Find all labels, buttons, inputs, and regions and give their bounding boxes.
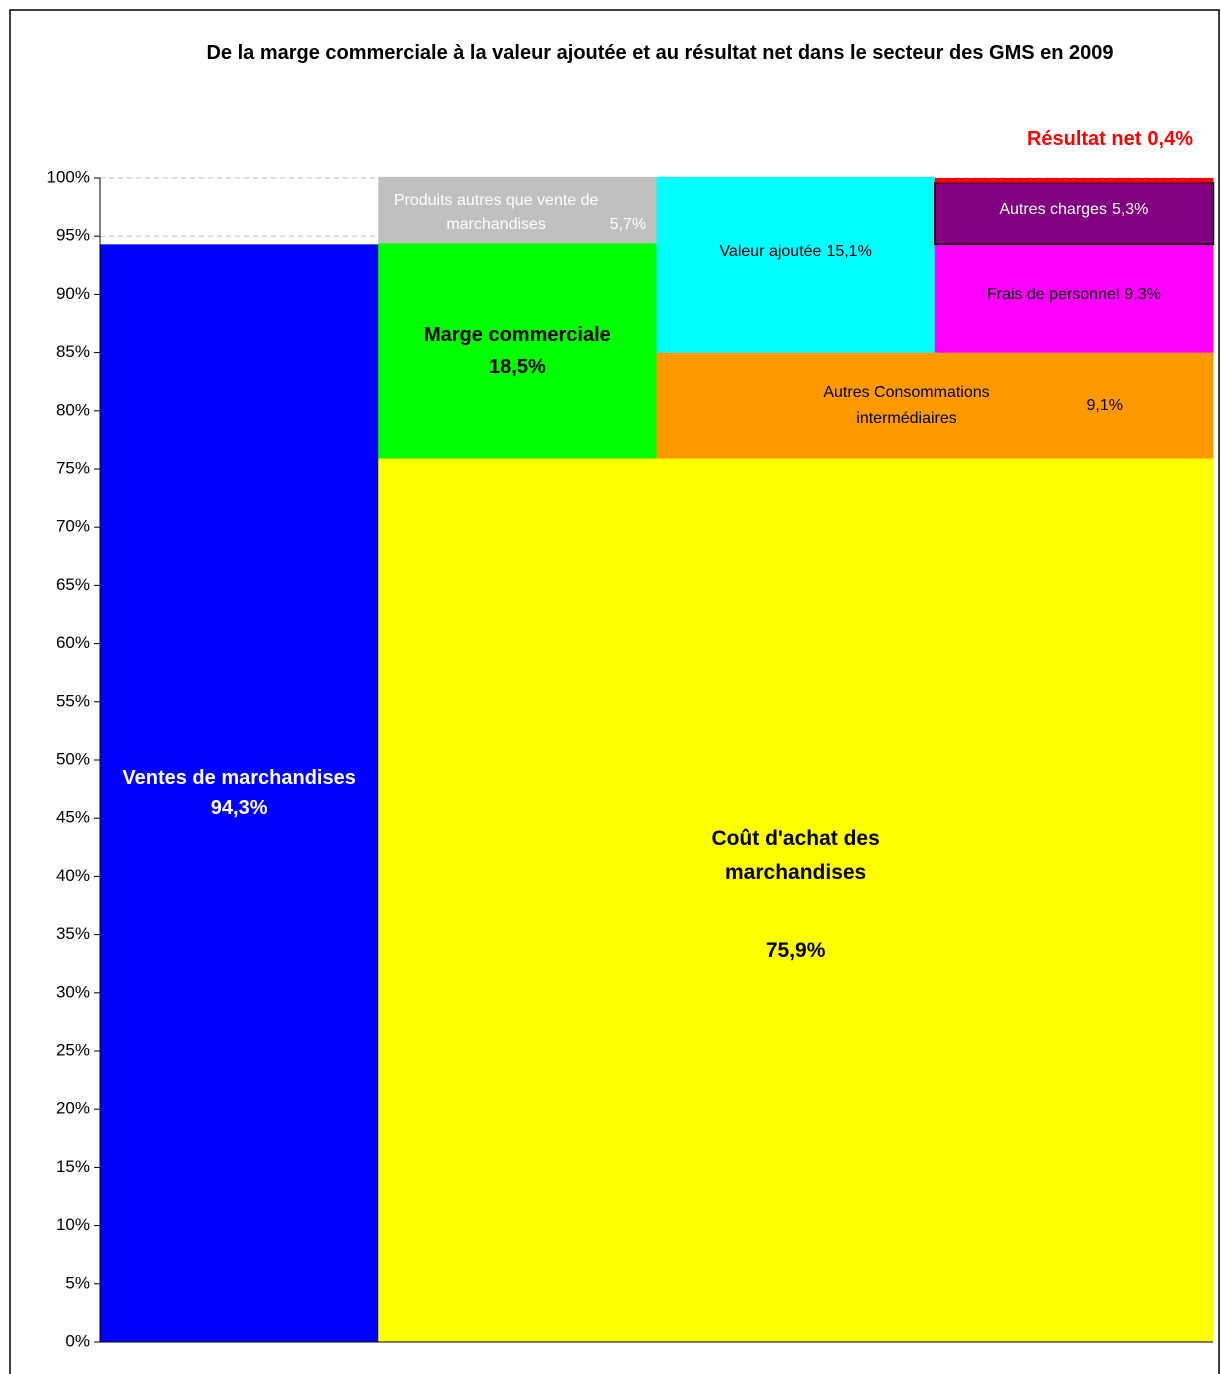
y-tick-label: 85% bbox=[56, 342, 90, 361]
bar-segment bbox=[656, 352, 936, 459]
y-tick-label: 0% bbox=[65, 1331, 90, 1350]
segment-value-label: 5,7% bbox=[609, 216, 647, 234]
y-tick-label: 55% bbox=[56, 691, 90, 710]
segment-label: Frais de personnel 9,3% bbox=[935, 244, 1213, 352]
y-tick-label: 50% bbox=[56, 749, 90, 768]
bar-segment bbox=[656, 458, 936, 1342]
bar-segment bbox=[934, 352, 1214, 459]
y-tick-label: 80% bbox=[56, 400, 90, 419]
bar-segment bbox=[934, 458, 1214, 1342]
segment-value-label: 94,3% bbox=[210, 797, 268, 820]
segment-label: Produits autres que vente de marchandise… bbox=[378, 177, 656, 243]
y-tick-label: 40% bbox=[56, 866, 90, 885]
y-tick-label: 30% bbox=[56, 982, 90, 1001]
bar-segment bbox=[100, 244, 379, 1342]
y-tick-label: 75% bbox=[56, 458, 90, 477]
segment-value-label: 9,3% bbox=[1124, 286, 1161, 304]
y-tick-label: 90% bbox=[56, 284, 90, 303]
y-tick-label: 25% bbox=[56, 1040, 90, 1059]
segment-name: Autres Consommations intermédiaires bbox=[823, 383, 990, 427]
bar-segment bbox=[934, 244, 1214, 353]
y-tick-label: 20% bbox=[56, 1099, 90, 1118]
chart-frame bbox=[9, 9, 1220, 1374]
segment-value-label: 9,1% bbox=[1086, 396, 1123, 414]
segment-name: Résultat net bbox=[1026, 127, 1142, 150]
y-tick-label: 95% bbox=[56, 226, 90, 245]
y-tick-label: 35% bbox=[56, 924, 90, 943]
bar-segment bbox=[378, 458, 657, 1342]
segment-name: Ventes de marchandises bbox=[122, 767, 356, 790]
y-tick-label: 70% bbox=[56, 517, 90, 536]
segment-value-label: 0,4% bbox=[1147, 127, 1193, 150]
segment-name: Frais de personnel bbox=[986, 286, 1120, 304]
segment-name: Coût d'achat des marchandises bbox=[711, 827, 880, 885]
segment-label: Marge commerciale 18,5% bbox=[378, 243, 656, 458]
y-tick-label: 65% bbox=[56, 575, 90, 594]
segment-label: Autres charges 5,3% bbox=[935, 183, 1213, 245]
segment-name: Marge commerciale bbox=[423, 323, 611, 346]
segment-value-label: 5,3% bbox=[1111, 201, 1149, 219]
y-tick-label: 10% bbox=[56, 1215, 90, 1234]
bar-segment bbox=[934, 181, 1215, 246]
y-tick-label: 15% bbox=[56, 1157, 90, 1176]
chart-title: De la marge commerciale à la valeur ajou… bbox=[206, 42, 1114, 64]
segment-value-label: 15,1% bbox=[826, 242, 872, 260]
segment-name: Autres charges bbox=[999, 201, 1107, 219]
segment-label: Résultat net 0,4% bbox=[785, 122, 1193, 156]
y-tick-label: 5% bbox=[65, 1273, 90, 1292]
y-tick-label: 60% bbox=[56, 633, 90, 652]
bar-segment bbox=[656, 176, 936, 353]
segment-label: Coût d'achat des marchandises 75,9% bbox=[378, 459, 1213, 1342]
y-tick-label: 100% bbox=[47, 167, 90, 186]
segment-label: Valeur ajoutée 15,1% bbox=[657, 177, 935, 353]
segment-label: Autres Consommations intermédiaires 9,1% bbox=[657, 353, 1214, 459]
segment-value-label: 75,9% bbox=[765, 939, 826, 963]
segment-name: Valeur ajoutée bbox=[719, 242, 822, 260]
bar-segment bbox=[378, 176, 657, 244]
y-tick-label: 45% bbox=[56, 808, 90, 827]
segment-value-label: 18,5% bbox=[489, 355, 546, 378]
segment-label: Ventes de marchandises 94,3% bbox=[100, 244, 378, 1342]
bar-segment bbox=[934, 178, 1214, 183]
bar-segment bbox=[378, 243, 657, 459]
segment-name: Produits autres que vente de marchandise… bbox=[393, 192, 599, 234]
